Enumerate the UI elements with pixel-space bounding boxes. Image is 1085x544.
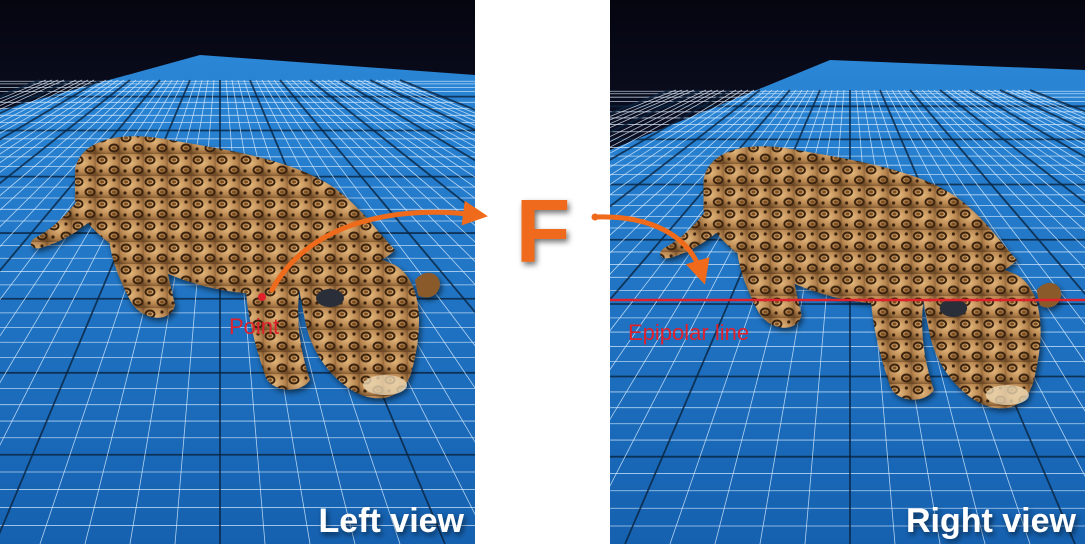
curved-arrow-right-icon <box>592 214 710 285</box>
left-view-label: Left view <box>319 502 465 540</box>
epipolar-line-label: Epipolar line <box>628 320 749 345</box>
curved-arrow-icon <box>269 200 488 293</box>
left-point-marker <box>258 293 266 301</box>
fundamental-matrix-symbol: F <box>516 182 571 282</box>
right-view-label: Right view <box>906 502 1077 540</box>
point-label: Point <box>229 314 279 339</box>
